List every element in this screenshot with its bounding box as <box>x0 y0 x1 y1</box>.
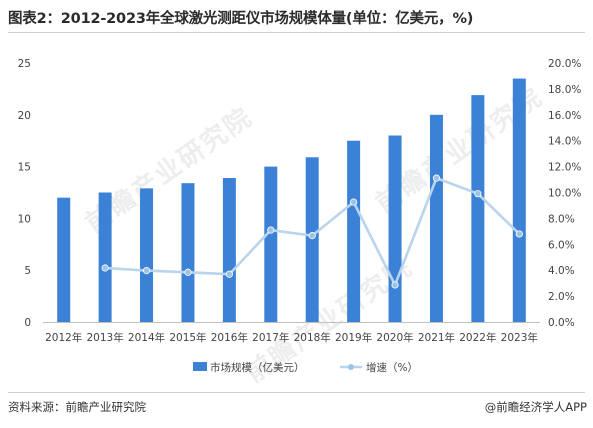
x-tick-label: 2023年 <box>501 331 538 344</box>
x-tick-label: 2017年 <box>252 331 289 344</box>
bar <box>471 95 485 322</box>
growth-marker <box>101 264 109 272</box>
x-tick-label: 2018年 <box>294 331 331 344</box>
y-right-tick-label: 2.0% <box>548 291 575 303</box>
growth-marker <box>225 270 233 278</box>
bar <box>305 157 319 322</box>
growth-marker <box>308 232 316 240</box>
chart-title: 图表2：2012-2023年全球激光测距仪市场规模体量(单位：亿美元，%) <box>8 11 474 27</box>
y-right-tick-label: 8.0% <box>548 213 575 225</box>
bar <box>181 183 195 322</box>
x-tick-label: 2022年 <box>459 331 496 344</box>
bar <box>264 166 278 322</box>
x-tick-label: 2014年 <box>128 331 165 344</box>
growth-marker <box>267 226 275 234</box>
y-right-tick-label: 4.0% <box>548 265 575 277</box>
x-tick-label: 2020年 <box>376 331 413 344</box>
bar <box>222 177 236 322</box>
y-right-tick-label: 12.0% <box>548 162 581 174</box>
x-tick-label: 2021年 <box>418 331 455 344</box>
y-left-tick-label: 25 <box>18 58 31 70</box>
y-left-tick-label: 5 <box>24 265 31 277</box>
y-right-tick-label: 10.0% <box>548 188 581 200</box>
growth-marker <box>432 174 441 182</box>
growth-marker <box>184 268 192 276</box>
y-right-tick-label: 6.0% <box>548 239 575 251</box>
y-right-tick-label: 20.0% <box>548 58 581 70</box>
legend-line-label: 增速（%） <box>366 361 418 374</box>
legend-line-marker <box>348 364 354 370</box>
growth-marker <box>391 281 399 289</box>
y-right-tick-label: 16.0% <box>548 110 581 122</box>
bar <box>347 140 361 322</box>
growth-marker <box>350 198 358 206</box>
legend-bar-swatch <box>193 362 207 371</box>
y-left-tick-label: 0 <box>24 317 31 329</box>
y-right-tick-label: 18.0% <box>548 84 581 96</box>
title-divider <box>8 32 585 33</box>
x-tick-label: 2013年 <box>87 331 124 344</box>
y-left-tick-label: 15 <box>18 162 31 174</box>
y-left-tick-label: 10 <box>18 213 31 225</box>
growth-marker <box>515 230 523 238</box>
x-tick-label: 2016年 <box>211 331 248 344</box>
legend-bar-label: 市场规模（亿美元） <box>210 361 305 374</box>
bar <box>98 192 112 322</box>
bar <box>429 114 443 322</box>
bar <box>57 197 71 322</box>
bar <box>512 78 526 322</box>
growth-marker <box>142 266 151 275</box>
bar <box>140 188 154 322</box>
bar <box>388 135 402 322</box>
x-tick-label: 2019年 <box>335 331 372 344</box>
y-right-tick-label: 14.0% <box>548 136 581 148</box>
growth-marker <box>474 190 482 198</box>
x-tick-label: 2015年 <box>169 331 206 344</box>
source-note: 资料来源：前瞻产业研究院 <box>8 400 146 414</box>
footer-divider <box>8 392 585 393</box>
brand-note: @前瞻经济学人APP <box>484 400 587 414</box>
y-left-tick-label: 20 <box>18 110 31 122</box>
y-right-tick-label: 0.0% <box>548 317 575 329</box>
x-tick-label: 2012年 <box>45 331 82 344</box>
